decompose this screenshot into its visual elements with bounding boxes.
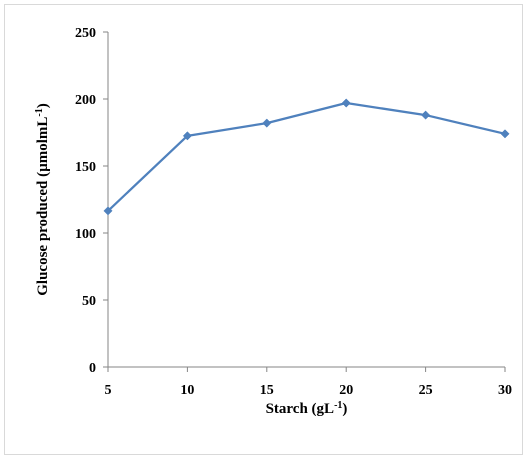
y-tick-label: 100	[75, 227, 96, 242]
x-tick-label: 5	[105, 383, 112, 398]
data-point-marker	[500, 129, 510, 139]
chart-frame	[4, 4, 523, 455]
x-tick-label: 10	[180, 383, 194, 398]
y-tick-label: 200	[75, 93, 96, 108]
series-layer	[103, 98, 510, 216]
x-tick-label: 30	[498, 383, 512, 398]
tick-labels: 0 50 100 150 200 250 5 10 15 20 25 30	[75, 26, 512, 398]
y-tick-label: 50	[82, 294, 96, 309]
y-tick-label: 250	[75, 26, 96, 41]
y-tick-label: 0	[89, 361, 96, 376]
x-axis-title: Starch (gL-1)	[266, 400, 348, 418]
data-point-marker	[103, 206, 113, 216]
x-tick-label: 15	[260, 383, 274, 398]
data-point-marker	[262, 118, 272, 128]
data-point-marker	[421, 110, 431, 120]
y-tick-label: 150	[75, 160, 96, 175]
data-point-marker	[341, 98, 351, 108]
x-tick-label: 20	[339, 383, 353, 398]
axes	[103, 31, 506, 372]
series-line	[107, 101, 506, 212]
y-axis-title: Glucose produced (µmolmL-1)	[34, 103, 52, 296]
data-point-marker	[182, 131, 192, 141]
x-tick-label: 25	[419, 383, 433, 398]
